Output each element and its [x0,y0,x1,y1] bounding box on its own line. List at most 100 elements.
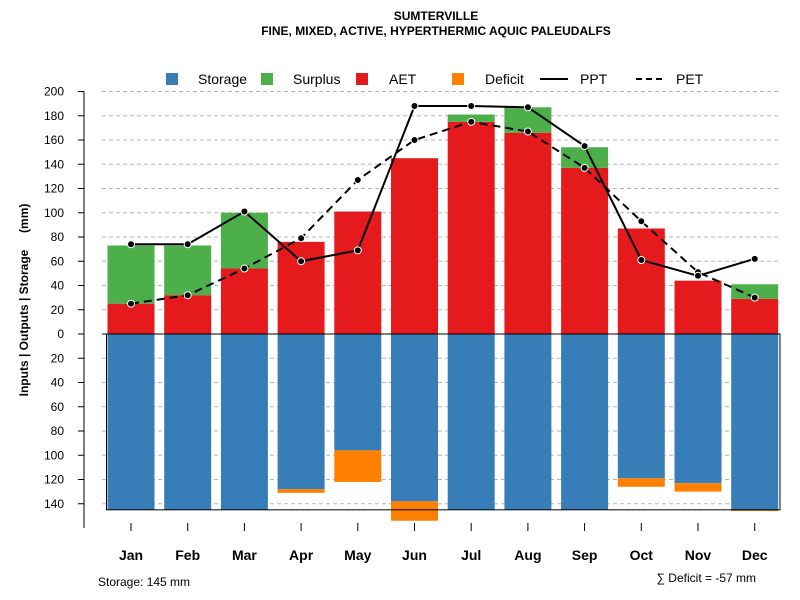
legend-ppt-label: PPT [580,71,608,87]
deficit-bar [617,478,665,487]
x-tick-label: Aug [514,547,541,563]
aet-bar [561,167,609,334]
legend-pet-label: PET [676,71,704,87]
storage-bar [277,334,325,490]
deficit-bar [674,483,722,492]
y-tick-label: 160 [44,133,64,147]
deficit-bar [334,450,382,482]
aet-bar [164,295,212,334]
deficit-bar [731,509,779,512]
ppt-point [694,271,702,280]
aet-bar [107,303,155,334]
y-tick-label: 100 [44,448,64,462]
x-tick-label: Jun [402,547,427,563]
x-tick-label: Nov [685,547,712,563]
y-tick-label: 40 [51,376,65,390]
pet-point [750,293,759,302]
surplus-bar [164,245,212,296]
y-tick-label: 20 [51,351,65,365]
y-tick-label: 40 [51,279,65,293]
storage-bar [391,334,438,502]
ppt-point [750,254,759,263]
ppt-line [131,105,755,277]
y-tick-label: 80 [51,424,65,438]
pet-point [467,117,476,126]
x-tick-label: May [344,547,371,563]
y-tick-label: 200 [44,85,64,99]
legend-surplus-swatch [261,73,273,85]
ppt-point [637,256,646,265]
legend-deficit-label: Deficit [485,71,524,87]
surplus-bar [220,212,268,269]
y-tick-label: 180 [44,109,64,123]
legend-deficit-swatch [452,73,464,85]
x-tick-label: Feb [175,547,200,563]
ppt-point [523,103,532,112]
x-tick-label: Dec [742,547,768,563]
deficit-bar [391,501,438,521]
legend-storage-label: Storage [198,71,247,87]
pet-point [127,299,135,308]
ppt-point [240,207,249,216]
lines [127,102,759,308]
legend-aet-swatch [356,73,368,85]
pet-point [353,176,362,185]
x-tick-label: Mar [232,547,257,563]
storage-bar [617,334,665,479]
pet-point [297,234,306,243]
y-tick-label: 60 [51,254,65,268]
storage-bar [731,334,779,510]
aet-bar [447,121,495,334]
aet-bar [220,268,268,334]
pet-point [580,163,589,172]
aet-bar [617,228,665,334]
storage-bar [107,334,155,510]
surplus-bar [561,147,609,168]
y-tick-label: 120 [44,182,64,196]
chart-title: SUMTERVILLE [394,9,478,23]
pet-point [240,264,249,273]
footer-deficit: ∑ Deficit = -57 mm [656,571,756,585]
y-tick-label: 80 [51,230,65,244]
pet-point [523,127,532,136]
aet-bar [277,241,325,334]
ppt-point [183,240,192,249]
y-tick-label: 0 [57,327,64,341]
legend-aet-label: AET [389,71,417,87]
ppt-point [410,102,419,111]
footer-storage: Storage: 145 mm [98,575,190,589]
ppt-point [297,257,306,266]
aet-bar [391,158,438,334]
aet-bar [334,211,382,334]
x-tick-label: Jan [119,547,143,563]
legend: Storage Surplus AET Deficit PPT PET [166,71,704,87]
x-tick-label: Sep [572,547,598,563]
storage-bar [447,334,495,510]
ppt-point [127,240,135,249]
storage-bar [561,334,609,510]
pet-point [637,217,646,226]
ppt-point [353,246,362,255]
storage-bar [674,334,722,484]
x-tick-label: Jul [461,547,481,563]
aet-bar [674,280,722,334]
y-tick-label: 140 [44,497,64,511]
storage-bar [504,334,552,510]
y-tick-label: 140 [44,157,64,171]
deficit-bar [277,489,325,493]
aet-bar [731,298,779,334]
axes: 2001801601401201008060402002040608010012… [44,85,781,563]
ppt-point [467,102,476,111]
storage-bar [334,334,382,451]
surplus-bar [107,245,155,304]
ppt-point [580,142,589,151]
storage-bar [164,334,212,510]
pet-point [410,136,419,144]
x-tick-label: Oct [630,547,654,563]
surplus-bar [731,284,779,299]
legend-storage-swatch [166,73,178,85]
bars [107,107,779,521]
pet-point [183,291,192,300]
chart-subtitle: FINE, MIXED, ACTIVE, HYPERTHERMIC AQUIC … [261,24,611,38]
